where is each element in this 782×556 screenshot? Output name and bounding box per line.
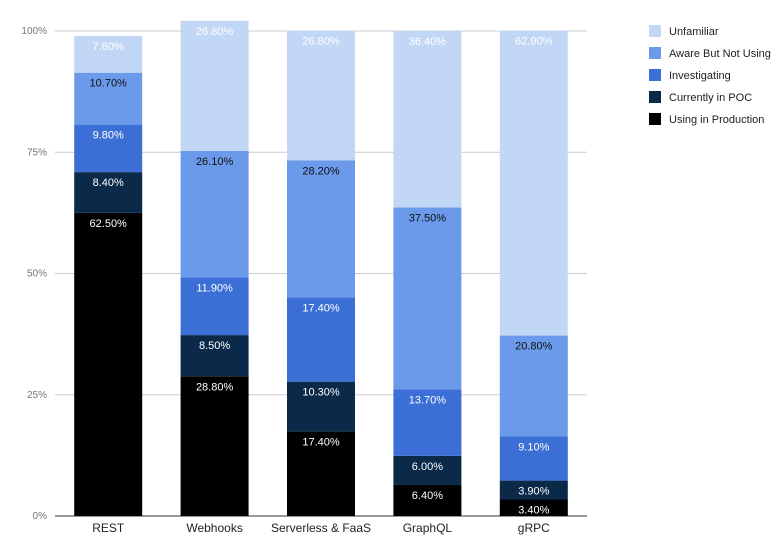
bar-segment xyxy=(180,20,249,151)
x-axis-categories: REST Webhooks Serverless & FaaS GraphQL gRPC xyxy=(92,521,550,535)
y-tick-label: 50% xyxy=(27,269,47,280)
data-label: 26.80% xyxy=(196,26,234,38)
data-label: 8.40% xyxy=(93,177,124,189)
data-label: 3.90% xyxy=(518,486,549,498)
data-label: 13.70% xyxy=(409,394,447,406)
legend-swatch xyxy=(649,47,661,59)
bar-segment xyxy=(287,160,355,298)
legend-swatch xyxy=(649,69,661,81)
data-label: 26.10% xyxy=(196,156,234,168)
bar-segment xyxy=(393,207,462,390)
bar-segment xyxy=(393,484,462,516)
data-label: 28.80% xyxy=(196,381,234,393)
bar-segment xyxy=(180,277,249,336)
y-tick-label: 100% xyxy=(21,26,47,37)
x-category-label: gRPC xyxy=(518,521,550,535)
data-label: 7.60% xyxy=(93,41,124,53)
bar-segment xyxy=(74,212,143,516)
bars xyxy=(74,20,568,516)
bar-segment xyxy=(287,381,355,432)
bar-segment xyxy=(499,30,568,336)
legend-swatch xyxy=(649,25,661,37)
data-label: 8.50% xyxy=(199,340,230,352)
legend: Unfamiliar Aware But Not Using Investigati… xyxy=(649,25,771,126)
bar-segment xyxy=(180,335,249,377)
bar-segment xyxy=(499,335,568,437)
legend-label: Unfamiliar xyxy=(669,26,719,38)
data-label: 9.80% xyxy=(93,130,124,142)
data-label: 3.40% xyxy=(518,505,549,517)
x-category-label: REST xyxy=(92,521,125,535)
data-label: 28.20% xyxy=(302,165,340,177)
bar-segment xyxy=(393,31,462,208)
data-label: 10.70% xyxy=(90,78,128,90)
bar-segment xyxy=(287,431,355,516)
data-label: 11.90% xyxy=(196,282,233,294)
bar-segment xyxy=(499,499,568,516)
data-label: 6.40% xyxy=(412,490,443,502)
data-label: 9.10% xyxy=(518,441,549,453)
x-category-label: Webhooks xyxy=(186,521,242,535)
bar-segment xyxy=(287,297,355,382)
y-tick-label: 25% xyxy=(27,390,47,401)
bar-segment xyxy=(499,436,568,481)
legend-swatch xyxy=(649,113,661,125)
data-label: 62.90% xyxy=(515,36,553,48)
x-category-label: Serverless & FaaS xyxy=(271,521,371,535)
data-label: 6.00% xyxy=(412,461,443,473)
bar-segment xyxy=(74,72,143,125)
bar-segment xyxy=(393,389,462,456)
bar-segment xyxy=(74,124,143,173)
legend-label: Aware But Not Using xyxy=(669,48,771,60)
data-label: 37.50% xyxy=(409,213,447,225)
data-label: 17.40% xyxy=(302,302,340,314)
legend-label: Investigating xyxy=(669,70,731,82)
data-labels: 62.50% 8.40% 9.80% 10.70% 7.60% 28.80% 8.50% 11… xyxy=(90,26,553,517)
y-tick-label: 0% xyxy=(33,511,48,522)
data-label: 10.30% xyxy=(302,387,340,399)
bar-segment xyxy=(499,480,568,500)
y-axis-ticks: 0% 25% 50% 75% 100% xyxy=(21,26,47,522)
legend-swatch xyxy=(649,91,661,103)
data-label: 62.50% xyxy=(90,218,128,230)
bar-segment xyxy=(393,455,462,485)
y-tick-label: 75% xyxy=(27,147,47,158)
bar-segment xyxy=(287,30,355,161)
data-label: 17.40% xyxy=(302,437,340,449)
data-label: 36.40% xyxy=(409,36,447,48)
bar-segment xyxy=(74,172,143,213)
bar-segment xyxy=(74,35,143,73)
bar-segment xyxy=(180,150,249,278)
data-label: 20.80% xyxy=(515,341,553,353)
legend-label: Currently in POC xyxy=(669,92,752,104)
x-category-label: GraphQL xyxy=(403,521,453,535)
data-label: 26.80% xyxy=(302,36,340,48)
legend-label: Using in Production xyxy=(669,114,764,126)
bar-segment xyxy=(180,376,249,516)
